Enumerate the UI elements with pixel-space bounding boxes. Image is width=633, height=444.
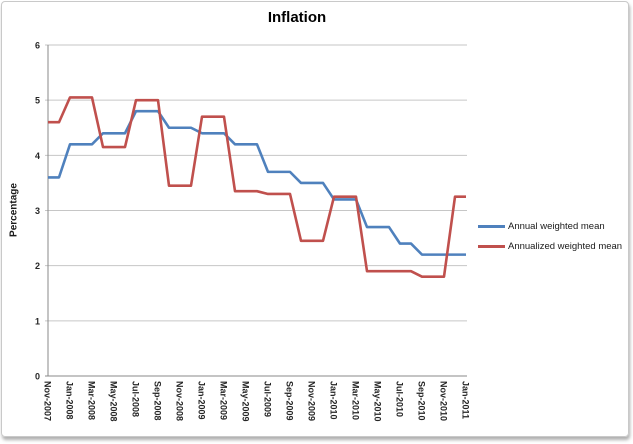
chart-title: Inflation	[267, 9, 327, 26]
svg-text:May-2009: May-2009	[241, 381, 251, 422]
svg-text:Nov-2007: Nov-2007	[43, 381, 53, 421]
svg-text:4: 4	[35, 151, 40, 161]
svg-text:Jan-2010: Jan-2010	[329, 381, 339, 420]
svg-text:May-2010: May-2010	[373, 381, 383, 422]
svg-text:May-2008: May-2008	[109, 381, 119, 422]
legend-item-annual: Annual weighted mean	[478, 221, 622, 232]
svg-text:Mar-2010: Mar-2010	[351, 381, 361, 420]
svg-text:Jan-2008: Jan-2008	[65, 381, 75, 420]
svg-text:6: 6	[35, 41, 40, 51]
svg-text:Nov-2010: Nov-2010	[439, 381, 449, 421]
svg-text:Mar-2009: Mar-2009	[219, 381, 229, 420]
legend-item-annualized: Annualized weighted mean	[478, 241, 622, 252]
svg-text:2: 2	[35, 261, 40, 271]
svg-text:Nov-2008: Nov-2008	[175, 381, 185, 421]
svg-text:Nov-2009: Nov-2009	[307, 381, 317, 421]
legend-label-annualized: Annualized weighted mean	[508, 241, 623, 252]
svg-text:Jul-2010: Jul-2010	[395, 381, 405, 417]
svg-text:Jan-2011: Jan-2011	[461, 381, 471, 419]
svg-text:Jul-2009: Jul-2009	[263, 381, 273, 417]
svg-text:Sep-2008: Sep-2008	[153, 381, 163, 421]
svg-text:Sep-2009: Sep-2009	[285, 381, 295, 421]
svg-text:Jul-2008: Jul-2008	[131, 381, 141, 417]
svg-text:Mar-2008: Mar-2008	[87, 381, 97, 420]
legend: Annual weighted mean Annualized weighted…	[478, 221, 622, 252]
svg-text:0: 0	[35, 372, 40, 382]
svg-text:3: 3	[35, 206, 40, 216]
legend-label-annual: Annual weighted mean	[508, 221, 605, 232]
svg-text:1: 1	[35, 316, 40, 326]
legend-line-swatch-annualized	[478, 245, 505, 248]
svg-text:5: 5	[35, 96, 40, 106]
legend-line-swatch-annual	[478, 225, 505, 228]
svg-text:Jan-2009: Jan-2009	[197, 381, 207, 420]
svg-text:Sep-2010: Sep-2010	[417, 381, 427, 421]
